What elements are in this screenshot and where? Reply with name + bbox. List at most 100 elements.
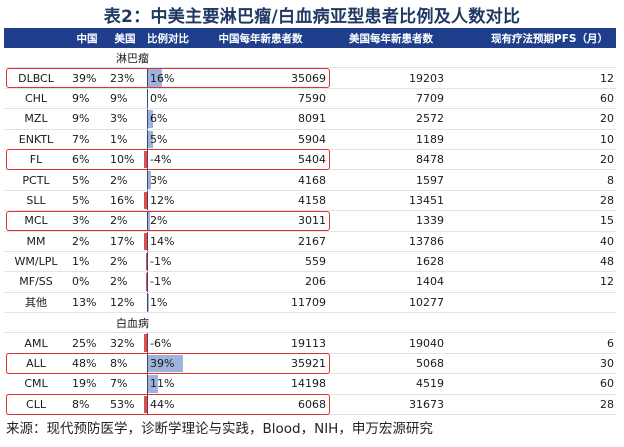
ratio-label: 16% [150, 71, 175, 85]
us-share: 10% [106, 149, 144, 171]
comparison-table: 中国 美国 比例对比 中国每年新患者数 美国每年新患者数 现有疗法预期PFS（月… [4, 28, 616, 416]
subtype-name: FL [4, 149, 68, 171]
china-new-patients: 8091 [189, 108, 332, 130]
subtype-name: ALL [4, 353, 68, 375]
ratio-cell: 3% [144, 169, 189, 191]
expected-pfs: 60 [450, 373, 616, 395]
ratio-cell: 12% [144, 190, 189, 212]
ratio-cell: -1% [144, 251, 189, 273]
ratio-bar [148, 212, 150, 230]
source-note: 来源：现代预防医学，诊断学理论与实践，Blood，NIH，申万宏源研究 [6, 421, 433, 437]
expected-pfs: 10 [450, 129, 616, 150]
ratio-bar [144, 232, 147, 250]
us-share: 2% [106, 169, 144, 191]
ratio-bar [148, 130, 153, 148]
subtype-name: SLL [4, 190, 68, 212]
ratio-bar [148, 375, 158, 393]
expected-pfs: 30 [450, 353, 616, 375]
us-new-patients: 19040 [332, 332, 450, 354]
us-share: 8% [106, 353, 144, 375]
china-share: 3% [68, 210, 106, 232]
ratio-label: 44% [150, 397, 175, 411]
china-share: 48% [68, 353, 106, 375]
china-new-patients: 11709 [189, 292, 332, 314]
us-new-patients: 8478 [332, 149, 450, 171]
subtype-name: MCL [4, 210, 68, 232]
ratio-label: -1% [150, 275, 172, 289]
us-new-patients: 1189 [332, 129, 450, 150]
table-row: DLBCL 39% 23% 16% 35069 19203 12 [4, 67, 616, 89]
section-spacer [189, 312, 616, 334]
ratio-axis [147, 231, 148, 251]
subtype-name: DLBCL [4, 67, 68, 89]
us-new-patients: 1339 [332, 210, 450, 232]
ratio-axis [147, 272, 148, 292]
us-new-patients: 10277 [332, 292, 450, 314]
china-new-patients: 19113 [189, 332, 332, 354]
subtype-name: MZL [4, 108, 68, 130]
ratio-label: 6% [150, 112, 168, 126]
header-cell: 现有疗法预期PFS（月） [450, 28, 616, 48]
ratio-bar [146, 252, 147, 271]
subtype-name: CML [4, 373, 68, 395]
table-row: FL 6% 10% -4% 5404 8478 20 [4, 149, 616, 171]
ratio-cell: -4% [144, 149, 189, 171]
us-share: 12% [106, 292, 144, 314]
china-new-patients: 5404 [189, 149, 332, 171]
ratio-cell: 16% [144, 67, 189, 89]
ratio-bar [148, 69, 163, 87]
china-share: 2% [68, 231, 106, 252]
ratio-axis [147, 374, 148, 394]
ratio-axis [147, 394, 148, 414]
ratio-axis [147, 68, 148, 88]
section-row: 白血病 [4, 312, 616, 334]
subtype-name: AML [4, 332, 68, 354]
expected-pfs: 8 [450, 169, 616, 191]
us-new-patients: 5068 [332, 353, 450, 375]
ratio-label: 1% [150, 295, 168, 309]
table-row: SLL 5% 16% 12% 4158 13451 28 [4, 190, 616, 212]
us-share: 2% [106, 271, 144, 293]
table-row: CML 19% 7% 11% 14198 4519 60 [4, 373, 616, 395]
expected-pfs: 60 [450, 88, 616, 110]
expected-pfs: 28 [450, 190, 616, 212]
header-cell: 美国每年新患者数 [332, 28, 450, 48]
table-row: ENKTL 7% 1% 5% 5904 1189 10 [4, 129, 616, 150]
expected-pfs: 12 [450, 271, 616, 293]
ratio-cell: 6% [144, 108, 189, 130]
us-new-patients: 1597 [332, 169, 450, 191]
section-title: 白血病 [68, 312, 189, 334]
section-row: 淋巴瘤 [4, 48, 616, 69]
ratio-bar [148, 110, 154, 128]
ratio-label: -4% [150, 153, 172, 167]
us-new-patients: 19203 [332, 67, 450, 89]
us-share: 16% [106, 190, 144, 212]
ratio-label: 14% [150, 234, 175, 248]
subtype-name: MM [4, 231, 68, 252]
ratio-bar [148, 354, 184, 373]
us-share: 23% [106, 67, 144, 89]
us-new-patients: 1404 [332, 271, 450, 293]
ratio-cell: 11% [144, 373, 189, 395]
subtype-name: MF/SS [4, 271, 68, 293]
ratio-label: 39% [150, 357, 175, 371]
ratio-axis [147, 251, 148, 271]
ratio-label: 5% [150, 132, 168, 146]
expected-pfs: 28 [450, 394, 616, 416]
us-share: 9% [106, 88, 144, 110]
table-body: 淋巴瘤 DLBCL 39% 23% 16% 35069 19203 12 CHL 9% 9% 0% 75… [4, 48, 616, 416]
ratio-bar [148, 171, 151, 189]
china-new-patients: 35069 [189, 67, 332, 89]
ratio-axis [147, 109, 148, 129]
expected-pfs: 6 [450, 332, 616, 354]
china-new-patients: 559 [189, 251, 332, 273]
header-cell: 中国每年新患者数 [189, 28, 332, 48]
ratio-cell: -6% [144, 332, 189, 354]
us-new-patients: 31673 [332, 394, 450, 416]
ratio-axis [147, 170, 148, 190]
china-new-patients: 4158 [189, 190, 332, 212]
us-new-patients: 13786 [332, 231, 450, 252]
ratio-cell: 5% [144, 129, 189, 150]
china-new-patients: 35921 [189, 353, 332, 375]
china-share: 25% [68, 332, 106, 354]
